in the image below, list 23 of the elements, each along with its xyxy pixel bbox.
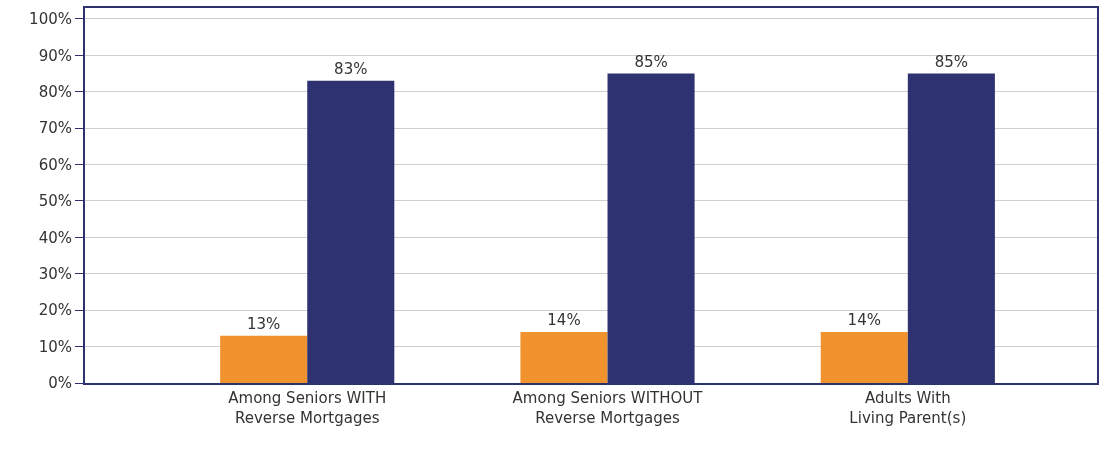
bar	[220, 335, 308, 383]
y-tick-label: 20%	[38, 301, 72, 320]
bar	[520, 332, 608, 383]
y-tick-label: 50%	[38, 192, 72, 211]
x-tick-label: Adults With Living Parent(s)	[849, 389, 967, 427]
data-label: 85%	[634, 52, 668, 71]
data-label: 13%	[247, 314, 281, 333]
data-label: 85%	[934, 52, 969, 71]
y-tick-label: 40%	[38, 228, 72, 247]
y-tick-label: 60%	[38, 155, 72, 174]
y-tick-label: 100%	[29, 10, 72, 29]
y-tick-label: 70%	[38, 119, 72, 138]
y-tick-label: 10%	[38, 337, 72, 356]
x-tick-label: Among Seniors WITHOUT Reverse Mortgages	[512, 389, 704, 427]
bar	[820, 332, 908, 383]
data-label: 83%	[334, 59, 368, 78]
y-tick-label: 0%	[48, 374, 72, 393]
y-tick-label: 90%	[38, 46, 72, 65]
x-tick-label: Among Seniors WITH Reverse Mortgages	[228, 389, 387, 427]
y-tick-label: 30%	[38, 265, 72, 284]
data-label: 14%	[847, 311, 881, 330]
data-label: 14%	[547, 311, 581, 330]
y-tick-label: 80%	[38, 82, 72, 101]
